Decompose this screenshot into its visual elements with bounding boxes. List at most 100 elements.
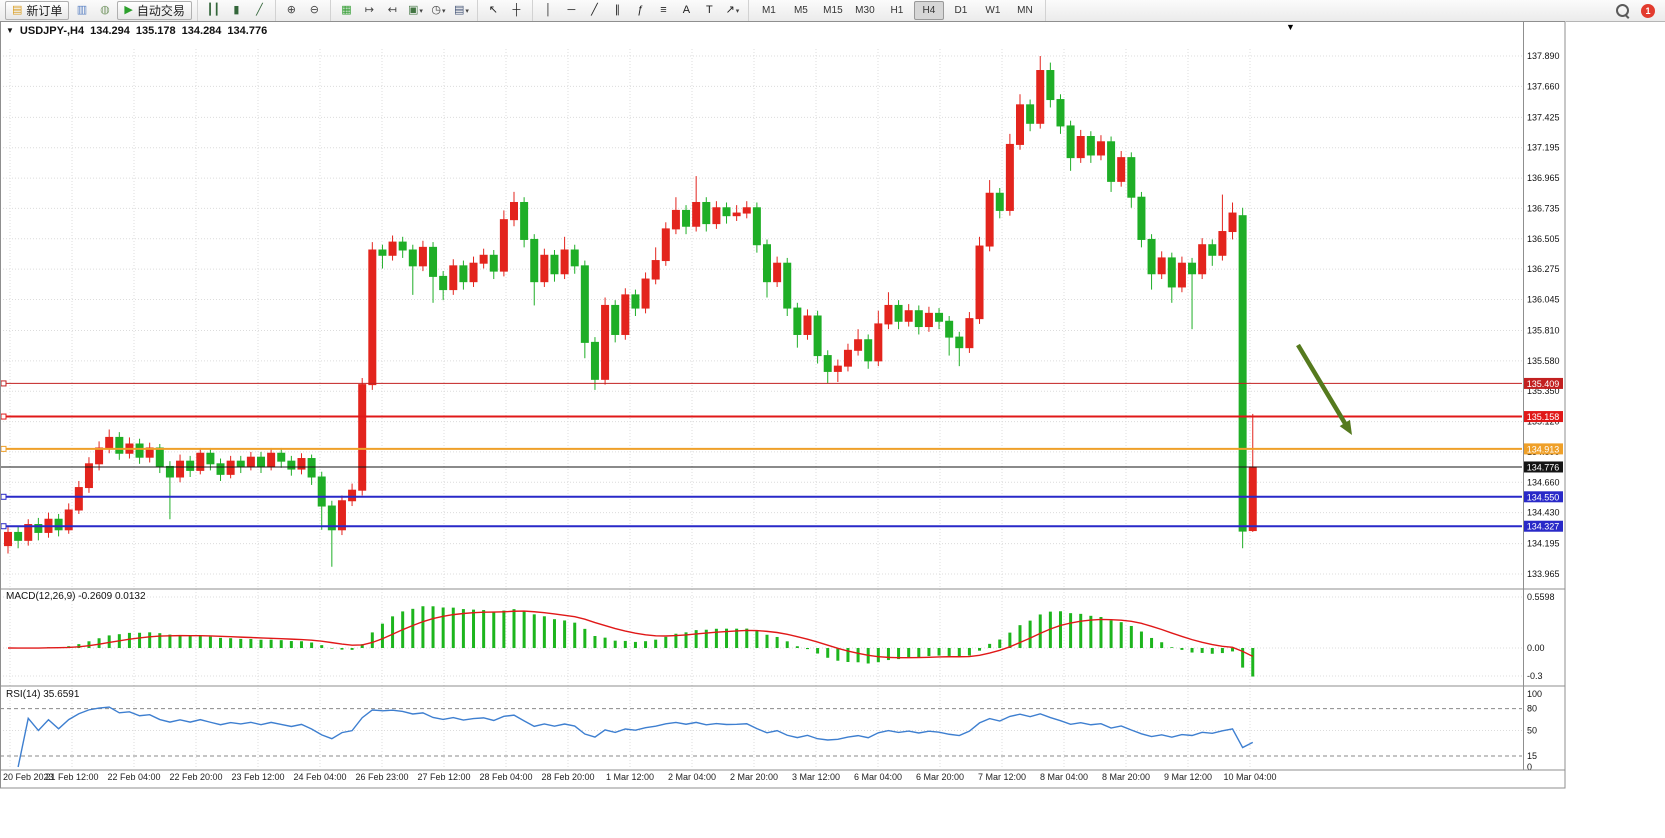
timeframe-h4[interactable]: H4 — [913, 1, 944, 20]
svg-text:2 Mar 04:00: 2 Mar 04:00 — [668, 772, 716, 782]
search-button[interactable] — [1612, 1, 1633, 20]
candle — [206, 452, 215, 465]
auto-scroll-button[interactable]: ↦ — [359, 1, 380, 20]
candlestick-chart-button[interactable]: ▮ — [226, 1, 247, 20]
crosshair-icon: ┼ — [512, 4, 521, 16]
candle — [408, 249, 417, 267]
zoom-in-icon: ⊕ — [286, 4, 297, 16]
templates-button[interactable]: ▤ ▾ — [451, 1, 472, 20]
bar-chart-button[interactable]: ┃┃ — [203, 1, 224, 20]
grid — [0, 49, 1522, 769]
chart-canvas[interactable]: 137.890 137.660 137.425 137.195 136.965 136.7… — [0, 21, 1566, 789]
timeframe-m30[interactable]: M30 — [855, 5, 875, 16]
candle — [975, 245, 984, 320]
charts-window-button[interactable]: ▥ — [71, 1, 92, 20]
candle — [1177, 262, 1186, 288]
candle — [763, 244, 771, 283]
candle — [337, 500, 346, 531]
text-button[interactable]: A — [676, 1, 697, 20]
candle — [884, 304, 893, 325]
svg-text:134.913: 134.913 — [1527, 444, 1560, 454]
cycle-lines-button[interactable]: ≡ — [653, 1, 674, 20]
crosshair-button[interactable]: ┼ — [506, 1, 527, 20]
candle — [621, 294, 630, 335]
autotrading-button[interactable]: ▶ 自动交易 — [117, 1, 192, 20]
channel-button[interactable]: ∥ — [607, 1, 628, 20]
candle — [1157, 257, 1166, 275]
down-arrow-annotation[interactable] — [1296, 343, 1352, 435]
svg-text:137.660: 137.660 — [1527, 81, 1560, 91]
chart-menu-triangle-icon[interactable]: ▼ — [6, 25, 14, 35]
candle — [398, 241, 407, 251]
candle — [1147, 238, 1156, 275]
pivot-line-handle[interactable] — [0, 445, 7, 452]
svg-text:2 Mar 20:00: 2 Mar 20:00 — [730, 772, 778, 782]
cursor-button[interactable]: ↖ — [483, 1, 504, 20]
zoom-out-icon: ⊖ — [309, 4, 320, 16]
macd-signal-line — [7, 610, 1254, 659]
candle — [135, 443, 144, 458]
horizontal-line-icon: ─ — [567, 4, 576, 16]
candle — [530, 238, 539, 283]
candle — [216, 463, 225, 475]
svg-text:134.550: 134.550 — [1527, 492, 1560, 502]
rsi-scale-labels: 100 80 50 150 — [1527, 689, 1542, 772]
support-line-2-handle[interactable] — [0, 523, 7, 530]
candle — [429, 246, 438, 277]
resistance-line-1-handle[interactable] — [0, 380, 7, 387]
timeframe-m15[interactable]: M15 — [823, 5, 843, 16]
timeframe-h1[interactable]: H1 — [890, 5, 904, 16]
new-order-button-label: 新订单 — [26, 4, 63, 18]
svg-text:137.195: 137.195 — [1527, 143, 1560, 153]
candle — [54, 518, 63, 531]
timeframe-m5[interactable]: M5 — [793, 5, 808, 16]
periods-button[interactable]: ◷ ▾ — [428, 1, 449, 20]
svg-text:134.776: 134.776 — [1527, 462, 1560, 472]
arrows-button[interactable]: ↗ ▾ — [722, 1, 743, 20]
resistance-line-2-handle[interactable] — [0, 413, 7, 420]
rsi-line — [17, 706, 1254, 768]
resistance-line-1-badge: 135.409 — [1523, 377, 1563, 389]
notification-badge[interactable]: 1 — [1641, 3, 1655, 18]
label-button[interactable]: T — [699, 1, 720, 20]
timeframe-d1[interactable]: D1 — [954, 5, 968, 16]
zoom-group: ⊕ ⊖ — [276, 0, 331, 21]
resistance-line-2-badge: 135.158 — [1523, 411, 1563, 423]
candle — [823, 355, 832, 372]
candle — [510, 201, 518, 221]
charts-window-icon: ▥ — [76, 4, 88, 16]
horizontal-line-button[interactable]: ─ — [561, 1, 582, 20]
trendline-button[interactable]: ╱ — [584, 1, 605, 20]
candle — [297, 458, 306, 470]
signals-button[interactable]: ◍ — [94, 1, 115, 20]
tile-windows-button[interactable]: ▦ — [336, 1, 357, 20]
support-line-1-handle[interactable] — [0, 493, 7, 500]
candle — [469, 262, 478, 283]
candle — [1238, 215, 1247, 532]
chart-shift-button[interactable]: ↤ — [382, 1, 403, 20]
candle — [1036, 70, 1045, 124]
chart-shift-marker[interactable]: ▼ — [1286, 22, 1295, 32]
support-line-1-badge: 134.550 — [1523, 491, 1563, 503]
new-order-button[interactable]: ▤ 新订单 — [5, 1, 70, 20]
svg-text:136.965: 136.965 — [1527, 173, 1560, 183]
svg-text:135.409: 135.409 — [1527, 379, 1560, 389]
line-chart-button[interactable]: ╱ — [249, 1, 270, 20]
new-chart-button[interactable]: ▣ ▾ — [405, 1, 426, 20]
timeframe-mn[interactable]: MN — [1017, 5, 1033, 16]
macd-label: MACD(12,26,9) -0.2609 0.0132 — [6, 591, 146, 602]
timeframe-m1[interactable]: M1 — [761, 5, 776, 16]
zoom-in-button[interactable]: ⊕ — [281, 1, 302, 20]
templates-icon: ▤ — [453, 4, 465, 16]
candle — [682, 209, 691, 227]
bid-price-badge: 134.776 — [1523, 461, 1563, 473]
vertical-line-button[interactable]: │ — [538, 1, 559, 20]
candle — [702, 201, 711, 225]
fibonacci-button[interactable]: ƒ — [630, 1, 651, 20]
candle — [1228, 212, 1237, 233]
zoom-out-button[interactable]: ⊖ — [304, 1, 325, 20]
timeframe-w1[interactable]: W1 — [985, 5, 1001, 16]
candle — [874, 323, 883, 362]
window-group: ▦ ↦ ↤ ▣ ▾ ◷ ▾ ▤ ▾ — [331, 0, 478, 21]
candle — [752, 207, 761, 246]
